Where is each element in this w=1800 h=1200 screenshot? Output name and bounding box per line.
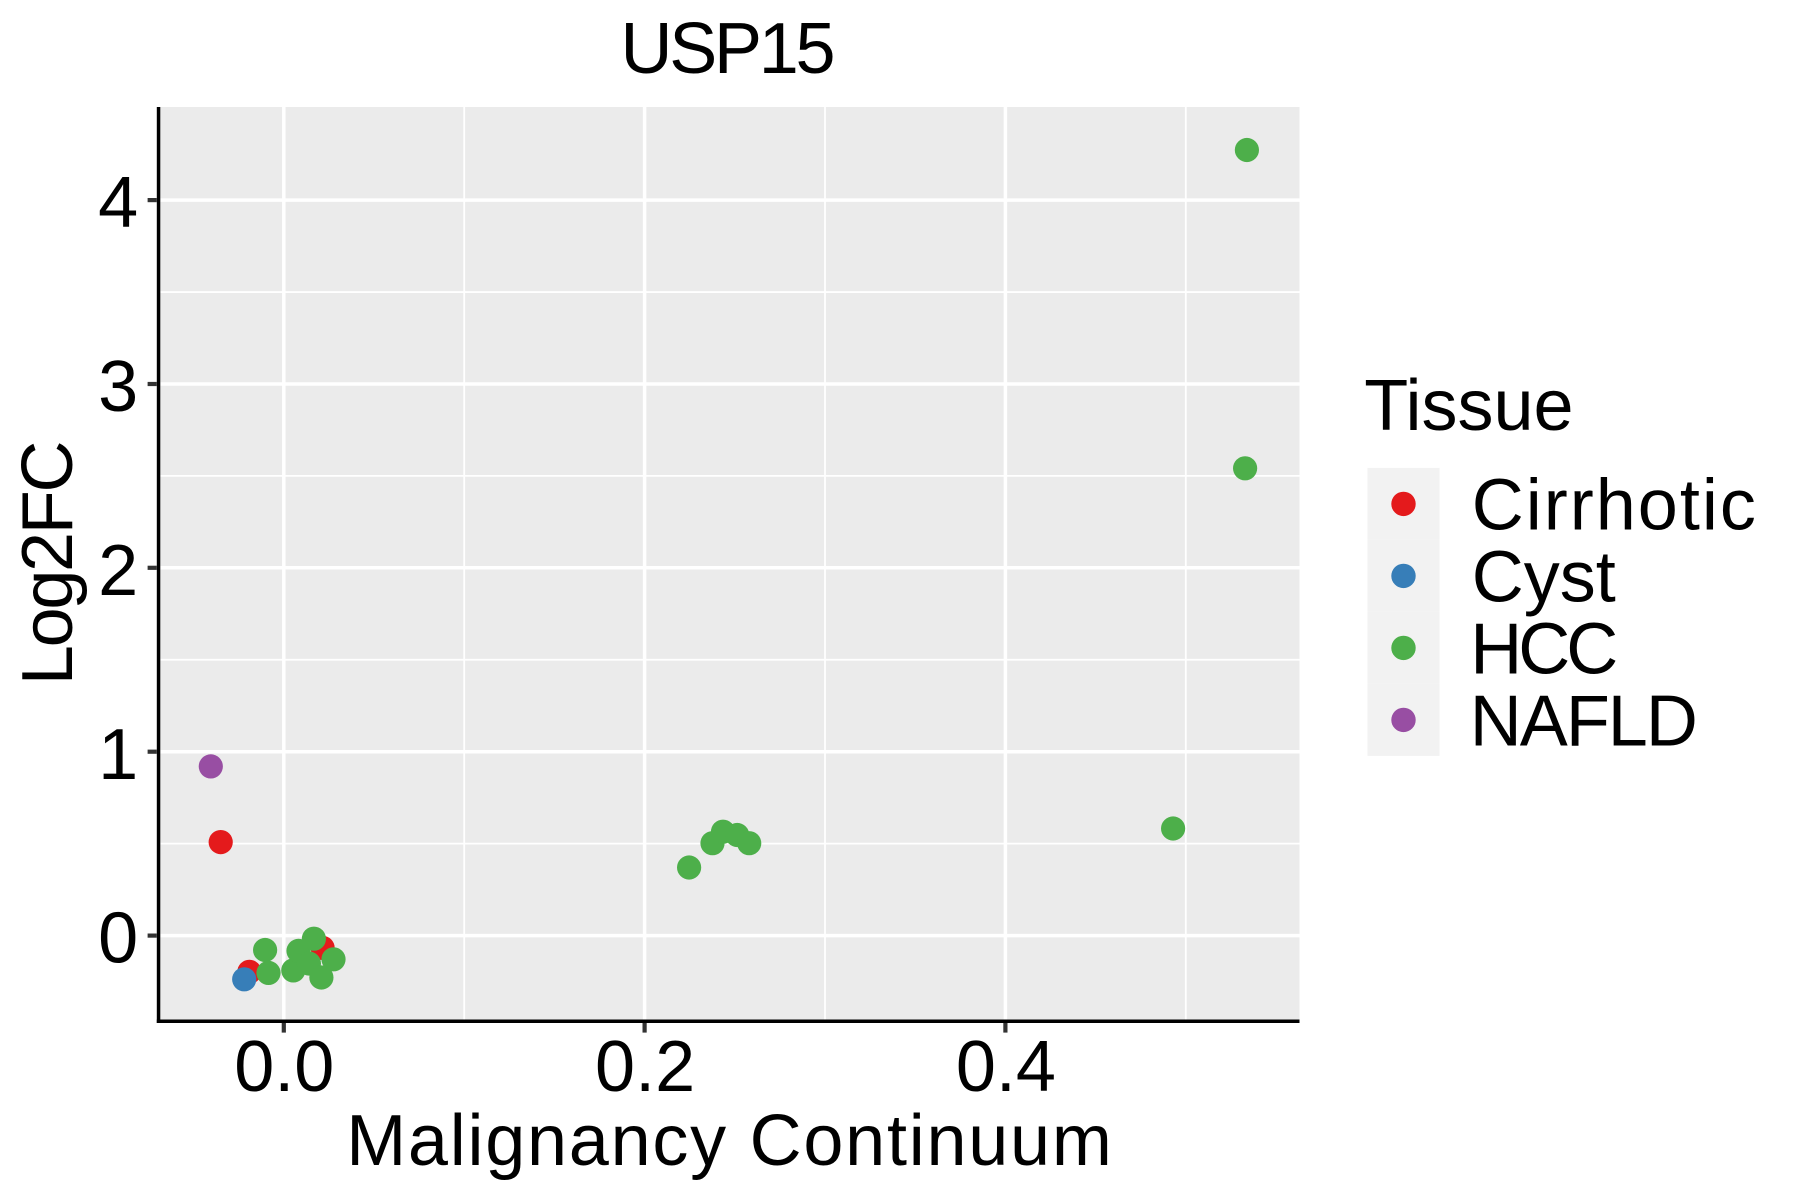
svg-text:0: 0 <box>98 899 138 979</box>
svg-text:0.0: 0.0 <box>234 1027 334 1107</box>
svg-text:Cyst: Cyst <box>1472 538 1616 618</box>
svg-text:Cirrhotic: Cirrhotic <box>1472 466 1758 546</box>
svg-text:3: 3 <box>98 347 138 427</box>
svg-text:NAFLD: NAFLD <box>1470 682 1696 762</box>
svg-text:0.4: 0.4 <box>956 1027 1056 1107</box>
svg-text:USP15: USP15 <box>620 9 833 89</box>
svg-text:1: 1 <box>98 715 138 795</box>
svg-text:4: 4 <box>98 163 138 243</box>
svg-text:0.2: 0.2 <box>595 1027 695 1107</box>
svg-text:Malignancy Continuum: Malignancy Continuum <box>346 1101 1113 1181</box>
svg-text:Tissue: Tissue <box>1364 366 1573 446</box>
svg-text:2: 2 <box>98 531 138 611</box>
svg-text:Log2FC: Log2FC <box>8 443 88 686</box>
svg-text:HCC: HCC <box>1470 610 1616 690</box>
